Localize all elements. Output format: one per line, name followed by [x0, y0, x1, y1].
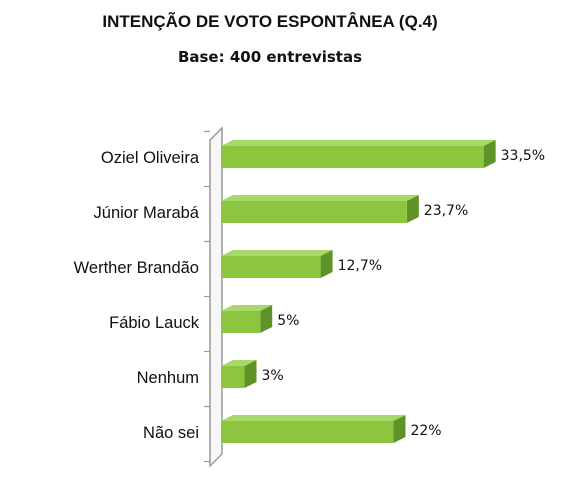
- category-label: Júnior Marabá: [94, 204, 200, 222]
- category-label: Nenhum: [137, 369, 199, 387]
- bar-top-face: [221, 195, 419, 201]
- axis-wall: [209, 126, 223, 468]
- bar-side-face: [244, 360, 257, 388]
- bar-side-face: [260, 305, 273, 333]
- bar: [221, 201, 407, 223]
- data-label: 33,5%: [501, 148, 545, 164]
- data-label: 5%: [277, 313, 299, 329]
- bar-top-face: [221, 360, 257, 366]
- data-label: 3%: [262, 368, 284, 384]
- bar: [221, 311, 261, 333]
- data-label: 12,7%: [338, 258, 382, 274]
- category-label: Fábio Lauck: [109, 314, 200, 332]
- bar: [221, 366, 245, 388]
- data-label: 22%: [410, 423, 441, 439]
- bar: [221, 256, 321, 278]
- bar-side-face: [393, 415, 406, 443]
- bar-top-face: [221, 415, 406, 421]
- bar: [221, 421, 394, 443]
- bar-top-face: [221, 250, 333, 256]
- bar-side-face: [320, 250, 333, 278]
- category-label: Werther Brandão: [74, 259, 199, 277]
- bar-side-face: [483, 140, 496, 168]
- bar-side-face: [406, 195, 419, 223]
- category-label: Oziel Oliveira: [101, 149, 200, 167]
- bar: [221, 146, 484, 168]
- bar-top-face: [221, 140, 496, 146]
- chart-subtitle: Base: 400 entrevistas: [177, 48, 363, 66]
- data-label: 23,7%: [424, 203, 468, 219]
- category-label: Não sei: [143, 424, 199, 442]
- chart-title: INTENÇÃO DE VOTO ESPONTÂNEA (Q.4): [102, 12, 438, 31]
- bar-top-face: [221, 305, 273, 311]
